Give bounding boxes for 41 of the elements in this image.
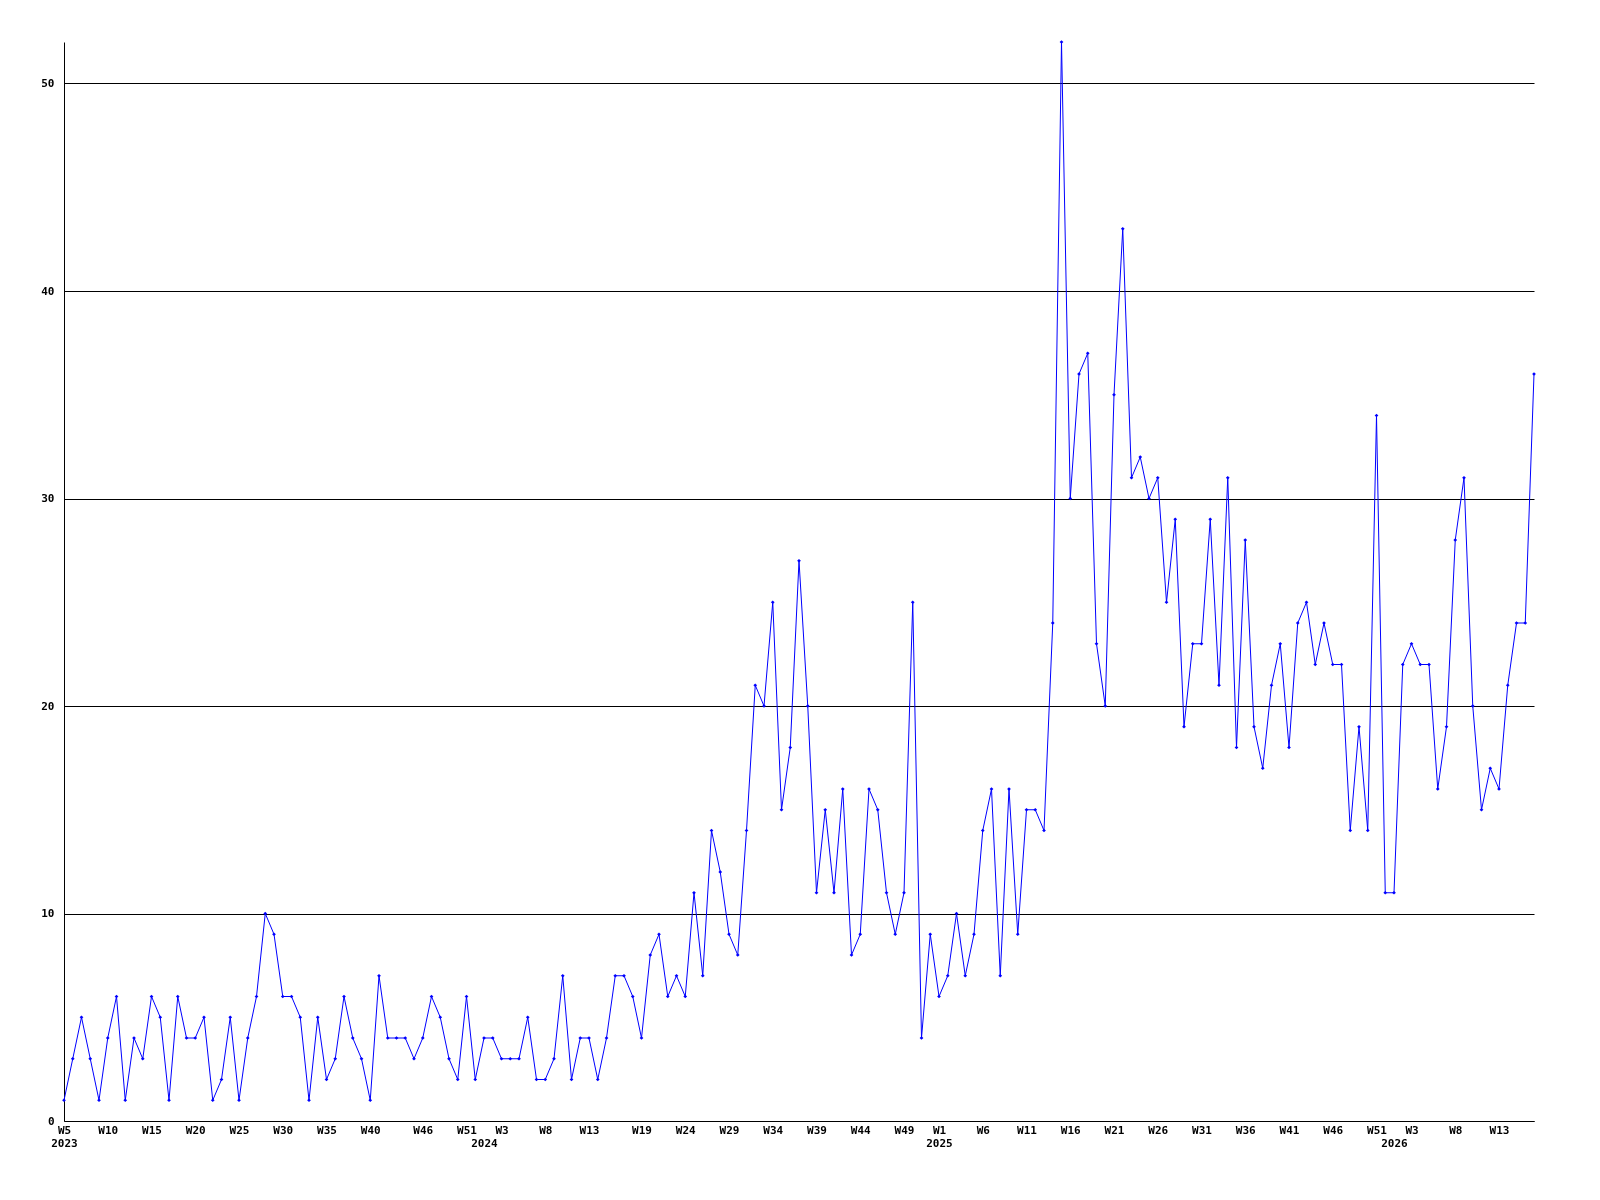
- x-tick-label: W34: [763, 1123, 784, 1137]
- y-tick-label: 10: [41, 907, 55, 920]
- x-tick-label: W35: [317, 1123, 337, 1137]
- y-tick-label: 30: [41, 492, 55, 505]
- x-tick-label: W20: [185, 1123, 206, 1137]
- x-tick-label: W49: [894, 1123, 915, 1137]
- x-tick-label: W30: [273, 1123, 294, 1137]
- x-tick-label: W19: [632, 1123, 652, 1137]
- x-tick-label: W36: [1235, 1123, 1257, 1137]
- x-tick-label: W46: [413, 1123, 434, 1137]
- x-tick-label: W8: [539, 1123, 553, 1137]
- x-tick-label: 2024: [471, 1136, 499, 1150]
- x-tick-label: W39: [807, 1123, 827, 1137]
- x-tick-label: W13: [1489, 1123, 1510, 1137]
- x-tick-label: W10: [98, 1123, 119, 1137]
- x-tick-label: W51: [457, 1123, 478, 1137]
- x-tick-label: W1 2025: [926, 1123, 953, 1150]
- x-tick-label: W29: [719, 1123, 740, 1137]
- x-tick-label: W25: [229, 1123, 250, 1137]
- x-tick-label: W6: [976, 1123, 991, 1137]
- y-tick-label: 40: [41, 284, 55, 298]
- x-tick-label: W11: [1017, 1123, 1038, 1137]
- x-tick-label: W51: [1367, 1123, 1388, 1137]
- x-tick-label: W3: [1405, 1123, 1419, 1137]
- x-tick-label: 2026: [1381, 1136, 1409, 1150]
- y-tick-label: 20: [41, 699, 55, 713]
- x-tick-label: W15: [142, 1123, 162, 1137]
- y-tick-label: 0: [47, 1114, 55, 1128]
- y-tick-label: 50: [41, 77, 55, 90]
- x-tick-label: W31: [1192, 1123, 1213, 1137]
- x-tick-label: W40: [360, 1123, 381, 1137]
- x-tick-label: W24: [675, 1123, 697, 1137]
- x-tick-label: W21: [1104, 1123, 1125, 1137]
- x-tick-label: W8: [1449, 1123, 1463, 1137]
- x-tick-label: W16: [1060, 1123, 1082, 1137]
- x-tick-label: W46: [1323, 1123, 1344, 1137]
- x-tick-label: W3: [495, 1123, 509, 1137]
- x-tick-label: W13: [579, 1123, 600, 1137]
- x-tick-label: W41: [1279, 1123, 1300, 1137]
- x-tick-label: W26: [1148, 1123, 1169, 1137]
- x-tick-label: W44: [850, 1123, 872, 1137]
